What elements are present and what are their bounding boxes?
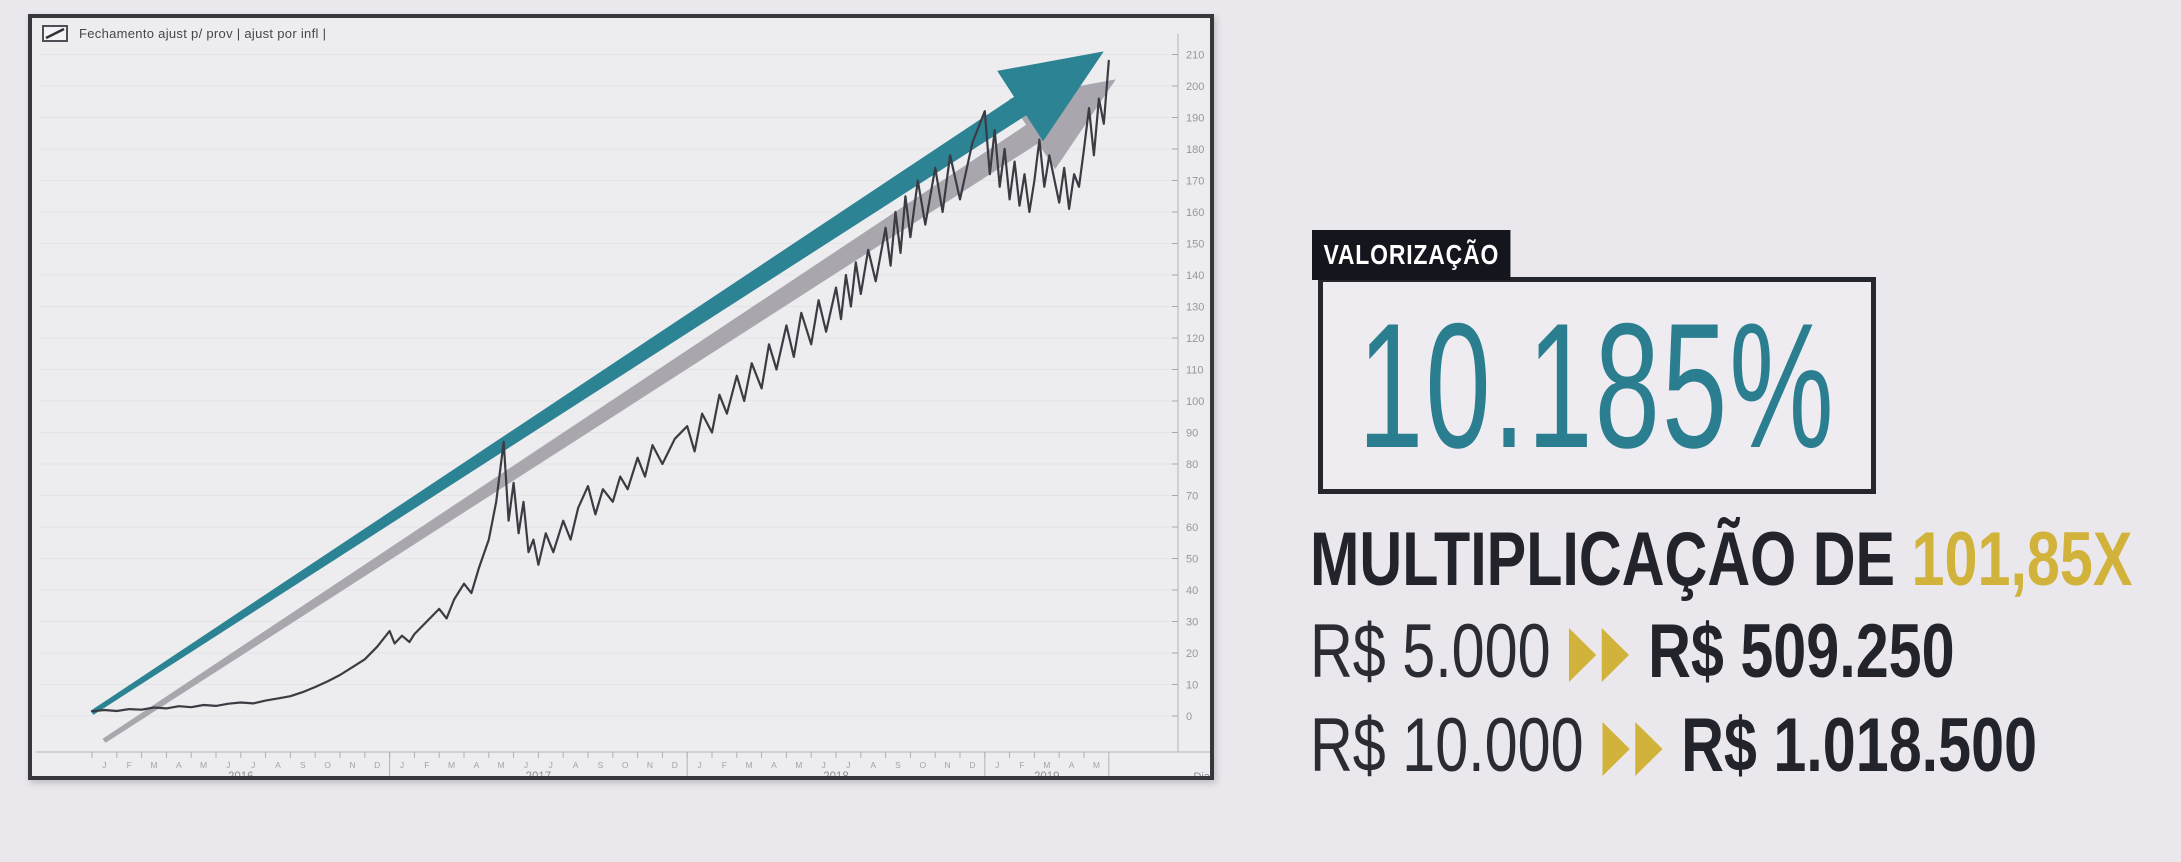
svg-text:40: 40 — [1186, 585, 1198, 597]
year-label: 2019 — [1034, 771, 1060, 776]
svg-text:30: 30 — [1186, 617, 1198, 629]
chevron-right-icon — [1635, 721, 1663, 776]
svg-text:J: J — [821, 760, 825, 770]
svg-text:S: S — [598, 760, 604, 770]
svg-text:S: S — [300, 760, 306, 770]
x-axis-unit-label: Dia — [1193, 771, 1210, 776]
svg-text:F: F — [127, 760, 132, 770]
conversion-row-5000: R$ 5.000 R$ 509.250 — [1310, 608, 1955, 695]
price-chart-panel: 0 10 20 30 40 50 60 70 80 90 100 110 120 130 140 150 160… — [28, 14, 1214, 783]
price-line — [90, 59, 1110, 713]
svg-text:J: J — [400, 760, 404, 770]
svg-text:0: 0 — [1186, 711, 1192, 723]
svg-text:70: 70 — [1186, 491, 1198, 503]
svg-text:160: 160 — [1186, 207, 1204, 219]
multiplication-value: 101,85X — [1911, 517, 2133, 602]
svg-text:200: 200 — [1186, 81, 1204, 93]
svg-text:A: A — [573, 760, 579, 770]
svg-text:D: D — [969, 760, 975, 770]
svg-text:O: O — [324, 760, 331, 770]
svg-text:M: M — [200, 760, 207, 770]
svg-text:A: A — [176, 760, 182, 770]
svg-text:190: 190 — [1186, 113, 1204, 125]
chevron-right-icon — [1602, 721, 1630, 776]
svg-text:M: M — [746, 760, 753, 770]
svg-text:F: F — [722, 760, 727, 770]
svg-text:J: J — [251, 760, 255, 770]
svg-text:M: M — [1093, 760, 1100, 770]
svg-text:170: 170 — [1186, 176, 1204, 188]
year-label: 2018 — [823, 771, 849, 776]
svg-text:J: J — [549, 760, 553, 770]
svg-text:O: O — [919, 760, 926, 770]
multiplication-line: MULTIPLICAÇÃO DE 101,85X — [1310, 516, 2132, 603]
trend-arrow — [90, 51, 1104, 715]
svg-text:J: J — [846, 760, 850, 770]
svg-text:M: M — [150, 760, 157, 770]
svg-text:80: 80 — [1186, 459, 1198, 471]
svg-text:M: M — [1043, 760, 1050, 770]
svg-text:150: 150 — [1186, 239, 1204, 251]
svg-text:90: 90 — [1186, 428, 1198, 440]
chevron-right-icon — [1602, 627, 1630, 682]
svg-text:A: A — [275, 760, 281, 770]
svg-text:120: 120 — [1186, 333, 1204, 345]
chevron-right-icon — [1569, 627, 1597, 682]
year-label: 2016 — [228, 771, 254, 776]
svg-text:M: M — [498, 760, 505, 770]
svg-text:210: 210 — [1186, 50, 1204, 62]
svg-text:S: S — [895, 760, 901, 770]
mini-line-chart-icon — [42, 25, 68, 42]
conversion-from: R$ 10.000 — [1310, 703, 1584, 788]
year-label: 2017 — [526, 771, 552, 776]
svg-text:180: 180 — [1186, 144, 1204, 156]
svg-text:F: F — [424, 760, 429, 770]
svg-text:N: N — [349, 760, 355, 770]
svg-text:N: N — [945, 760, 951, 770]
svg-text:130: 130 — [1186, 302, 1204, 314]
svg-text:F: F — [1019, 760, 1024, 770]
svg-text:110: 110 — [1186, 365, 1204, 377]
svg-text:M: M — [795, 760, 802, 770]
svg-text:100: 100 — [1186, 396, 1204, 408]
svg-text:140: 140 — [1186, 270, 1204, 282]
svg-text:A: A — [474, 760, 480, 770]
valorization-box: 10.185% — [1318, 277, 1876, 494]
price-chart-svg: 0 10 20 30 40 50 60 70 80 90 100 110 120 130 140 150 160… — [32, 18, 1214, 783]
svg-text:J: J — [995, 760, 999, 770]
svg-text:A: A — [1069, 760, 1075, 770]
svg-text:10: 10 — [1186, 680, 1198, 692]
svg-text:60: 60 — [1186, 522, 1198, 534]
conversion-from: R$ 5.000 — [1310, 609, 1551, 694]
conversion-to: R$ 1.018.500 — [1681, 703, 2038, 788]
svg-text:N: N — [647, 760, 653, 770]
svg-text:D: D — [672, 760, 678, 770]
svg-text:J: J — [102, 760, 106, 770]
conversion-row-10000: R$ 10.000 R$ 1.018.500 — [1310, 702, 2037, 789]
double-chevron-right-icon — [1569, 622, 1630, 682]
legend-label: Fechamento ajust p/ prov | ajust por inf… — [79, 26, 327, 41]
svg-text:A: A — [870, 760, 876, 770]
svg-text:J: J — [697, 760, 701, 770]
svg-text:D: D — [374, 760, 380, 770]
svg-text:50: 50 — [1186, 554, 1198, 566]
svg-text:O: O — [622, 760, 629, 770]
valorization-tag: VALORIZAÇÃO — [1312, 230, 1511, 280]
valorization-percentage: 10.185% — [1358, 286, 1836, 485]
svg-text:A: A — [771, 760, 777, 770]
svg-text:M: M — [448, 760, 455, 770]
svg-text:J: J — [524, 760, 528, 770]
svg-text:20: 20 — [1186, 648, 1198, 660]
double-chevron-right-icon — [1602, 716, 1663, 776]
svg-text:J: J — [226, 760, 230, 770]
chart-legend: Fechamento ajust p/ prov | ajust por inf… — [42, 25, 326, 42]
trend-arrow-shadow — [102, 79, 1116, 743]
multiplication-prefix: MULTIPLICAÇÃO DE — [1310, 517, 1912, 602]
conversion-to: R$ 509.250 — [1648, 609, 1955, 694]
